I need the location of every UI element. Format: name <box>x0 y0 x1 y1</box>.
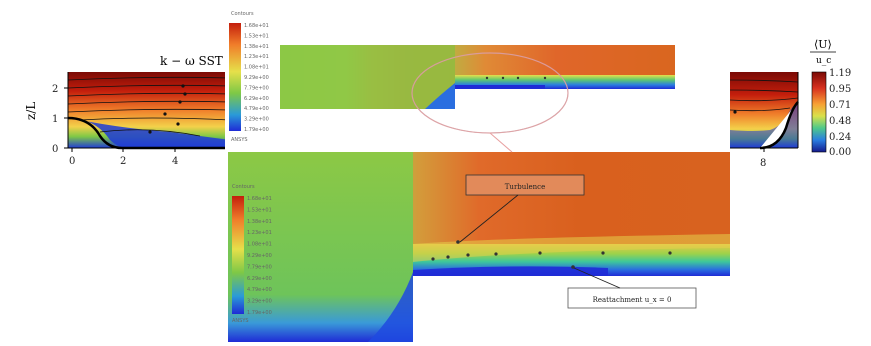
bottom-inset-panel: Contours 1.68e+01 1.53e+01 1.38e+01 1.23e+0… <box>228 152 730 342</box>
bottom-legend-value: 3.29e+00 <box>247 299 272 305</box>
right-xtick-8: 8 <box>760 158 766 169</box>
left-ytick-2: 2 <box>52 84 58 95</box>
colorbar <box>811 71 827 153</box>
bottom-legend-value: 1.23e+01 <box>247 230 272 236</box>
right-hill-wall <box>759 101 799 150</box>
top-legend-value: 1.79e+00 <box>244 127 269 133</box>
top-legend-value: 3.29e+00 <box>244 117 269 123</box>
bottom-legend-colorbar <box>232 196 244 314</box>
reattachment-label: Reattachment u_x = 0 <box>593 296 672 304</box>
top-legend-footer: ANSYS <box>231 137 248 143</box>
top-legend-value: 1.08e+01 <box>244 65 269 71</box>
top-legend-title: Contours <box>231 11 254 17</box>
bottom-legend-value: 4.79e+00 <box>247 287 272 293</box>
bottom-legend-title: Contours <box>232 184 255 190</box>
right-plot-svg: 8 ⟨U⟩ u_c 1.19 0.95 0.71 0.48 0.24 0.00 <box>729 38 851 169</box>
bottom-legend-value: 1.79e+00 <box>247 310 272 316</box>
colorbar-tick-0-71: 0.71 <box>829 100 851 111</box>
colorbar-tick-1-19: 1.19 <box>829 68 851 79</box>
bottom-legend-footer: ANSYS <box>232 318 249 324</box>
left-ytick-1: 1 <box>52 114 58 125</box>
top-inset-panel: Contours 1.68e+01 1.53e+01 1.38e+01 1.23e+0… <box>225 5 730 153</box>
left-plot-svg: k − ω SST z/L 0 1 2 0 2 4 <box>24 54 231 167</box>
bottom-legend-value: 1.38e+01 <box>247 219 272 225</box>
bottom-legend-value: 7.79e+00 <box>247 264 272 270</box>
bottom-step-wall <box>413 276 730 342</box>
left-contour-plot: k − ω SST z/L 0 1 2 0 2 4 <box>0 40 231 180</box>
top-legend-value: 1.68e+01 <box>244 23 269 29</box>
reattachment-label-box <box>567 287 697 309</box>
top-legend-value: 4.79e+00 <box>244 106 269 112</box>
right-streamlines <box>729 79 799 112</box>
top-legend-values: 1.68e+01 1.53e+01 1.38e+01 1.23e+01 1.08e+01… <box>244 23 269 133</box>
top-legend-value: 1.53e+01 <box>244 33 269 39</box>
right-contour-plot: 8 ⟨U⟩ u_c 1.19 0.95 0.71 0.48 0.24 0.00 <box>720 30 871 190</box>
left-streamlines <box>67 76 231 137</box>
top-legend-value: 9.29e+00 <box>244 75 269 81</box>
top-legend-value: 1.38e+01 <box>244 44 269 50</box>
colorbar-tick-0-24: 0.24 <box>829 132 851 143</box>
top-markers <box>485 76 547 80</box>
bottom-legend-value: 6.29e+00 <box>247 276 272 282</box>
left-xtick-1: 2 <box>120 156 126 167</box>
bottom-legend-value: 9.29e+00 <box>247 253 272 259</box>
bottom-inset-svg: Contours 1.68e+01 1.53e+01 1.38e+01 1.23e+0… <box>228 152 730 342</box>
colorbar-label-denominator: u_c <box>816 56 831 66</box>
top-corner-vortex <box>425 83 455 109</box>
top-legend-value: 1.23e+01 <box>244 54 269 60</box>
left-ytick-0: 0 <box>52 144 58 155</box>
top-legend-value: 6.29e+00 <box>244 96 269 102</box>
colorbar-tick-0-48: 0.48 <box>829 116 851 127</box>
left-xtick-2: 4 <box>172 156 178 167</box>
bottom-legend-value: 1.53e+01 <box>247 207 272 213</box>
left-markers <box>148 84 187 134</box>
turbulence-leader-line <box>459 194 519 243</box>
top-legend-colorbar <box>229 23 241 131</box>
left-xtick-0: 0 <box>69 156 75 167</box>
turbulence-label-box <box>465 174 585 196</box>
bottom-corner-vortex <box>368 272 413 342</box>
bottom-flow-inlet <box>228 152 413 342</box>
top-inset-svg: Contours 1.68e+01 1.53e+01 1.38e+01 1.23e+0… <box>225 5 730 153</box>
bottom-legend-value: 1.08e+01 <box>247 242 272 248</box>
top-legend-value: 7.79e+00 <box>244 85 269 91</box>
reattachment-leader-line <box>573 267 621 289</box>
zoom-connector-line <box>489 132 513 153</box>
left-plot-title: k − ω SST <box>160 54 223 68</box>
bottom-legend-value: 1.68e+01 <box>247 196 272 202</box>
bottom-legend-values: 1.68e+01 1.53e+01 1.38e+01 1.23e+01 1.08e+01… <box>247 196 272 316</box>
bottom-markers <box>431 240 672 269</box>
colorbar-tick-0-95: 0.95 <box>829 84 851 95</box>
colorbar-tick-0-00: 0.00 <box>829 147 851 158</box>
colorbar-label-numerator: ⟨U⟩ <box>814 38 832 51</box>
left-plot-ylabel: z/L <box>24 102 38 120</box>
turbulence-label: Turbulence <box>505 183 545 191</box>
